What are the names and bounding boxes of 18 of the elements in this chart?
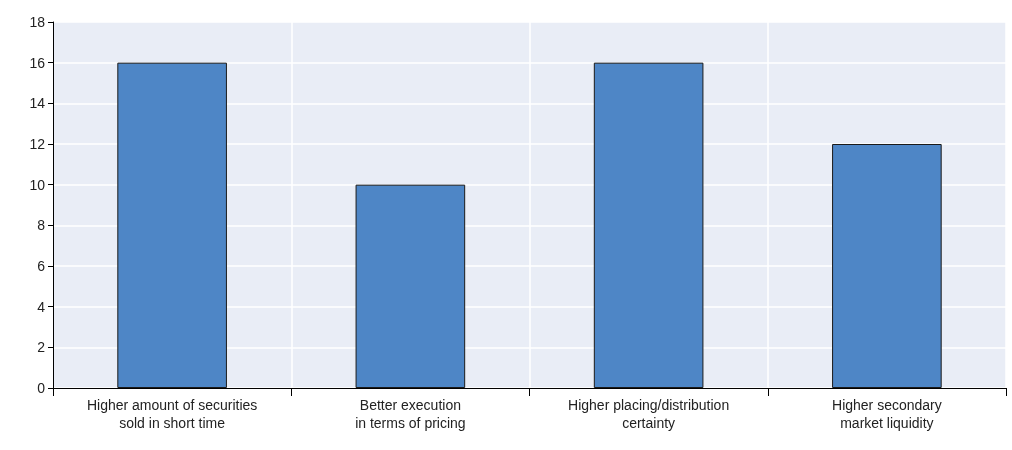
bar bbox=[117, 62, 227, 388]
x-tick-label: Better execution in terms of pricing bbox=[355, 397, 466, 431]
y-tick-label: 2 bbox=[37, 339, 46, 356]
bar bbox=[355, 184, 466, 388]
x-tick-label: Higher secondary market liquidity bbox=[832, 397, 942, 431]
y-tick-label: 4 bbox=[37, 298, 46, 315]
y-tick-label: 18 bbox=[29, 14, 46, 30]
y-tick-label: 14 bbox=[29, 95, 46, 112]
y-tick-label: 6 bbox=[37, 258, 46, 274]
bar bbox=[832, 144, 942, 388]
y-tick-label: 10 bbox=[29, 176, 46, 193]
y-tick-label: 12 bbox=[29, 136, 46, 152]
y-tick-label: 8 bbox=[37, 217, 46, 234]
bar bbox=[593, 62, 704, 388]
y-tick-label: 16 bbox=[29, 54, 46, 71]
x-tick-label: Higher amount of securities sold in short time bbox=[86, 397, 258, 431]
y-tick-label: 0 bbox=[37, 380, 46, 396]
x-tick-label: Higher placing/distribution certainty bbox=[568, 397, 730, 431]
